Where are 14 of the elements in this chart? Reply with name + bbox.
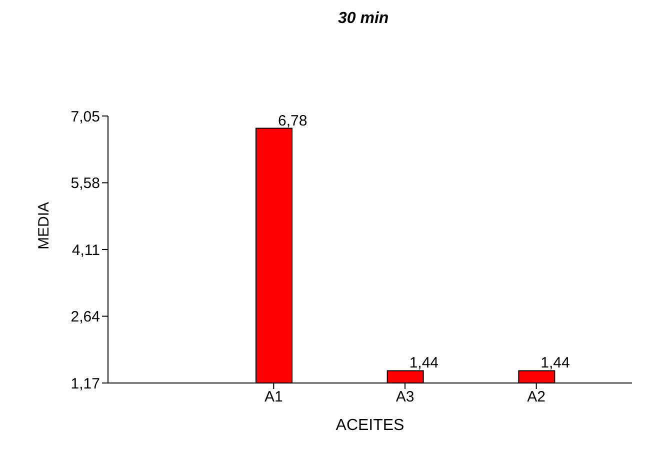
y-tick-label: 2,64	[70, 308, 100, 326]
y-tick-label: 7,05	[70, 108, 100, 126]
data-label: 1,44	[540, 354, 570, 372]
y-tick-label: 5,58	[70, 175, 100, 192]
x-axis-title: ACEITES	[336, 417, 404, 434]
y-tick-label: 4,11	[72, 242, 100, 259]
y-axis-title: MEDIA	[35, 202, 52, 250]
data-label: 6,78	[278, 112, 308, 130]
data-label: 1,44	[409, 354, 439, 372]
y-tick-label: 1,17	[70, 375, 100, 392]
x-tick-label: A1	[264, 388, 283, 406]
chart-title: 30 min	[338, 10, 389, 28]
x-tick-label: A2	[527, 388, 546, 406]
x-tick-label: A3	[396, 388, 414, 406]
